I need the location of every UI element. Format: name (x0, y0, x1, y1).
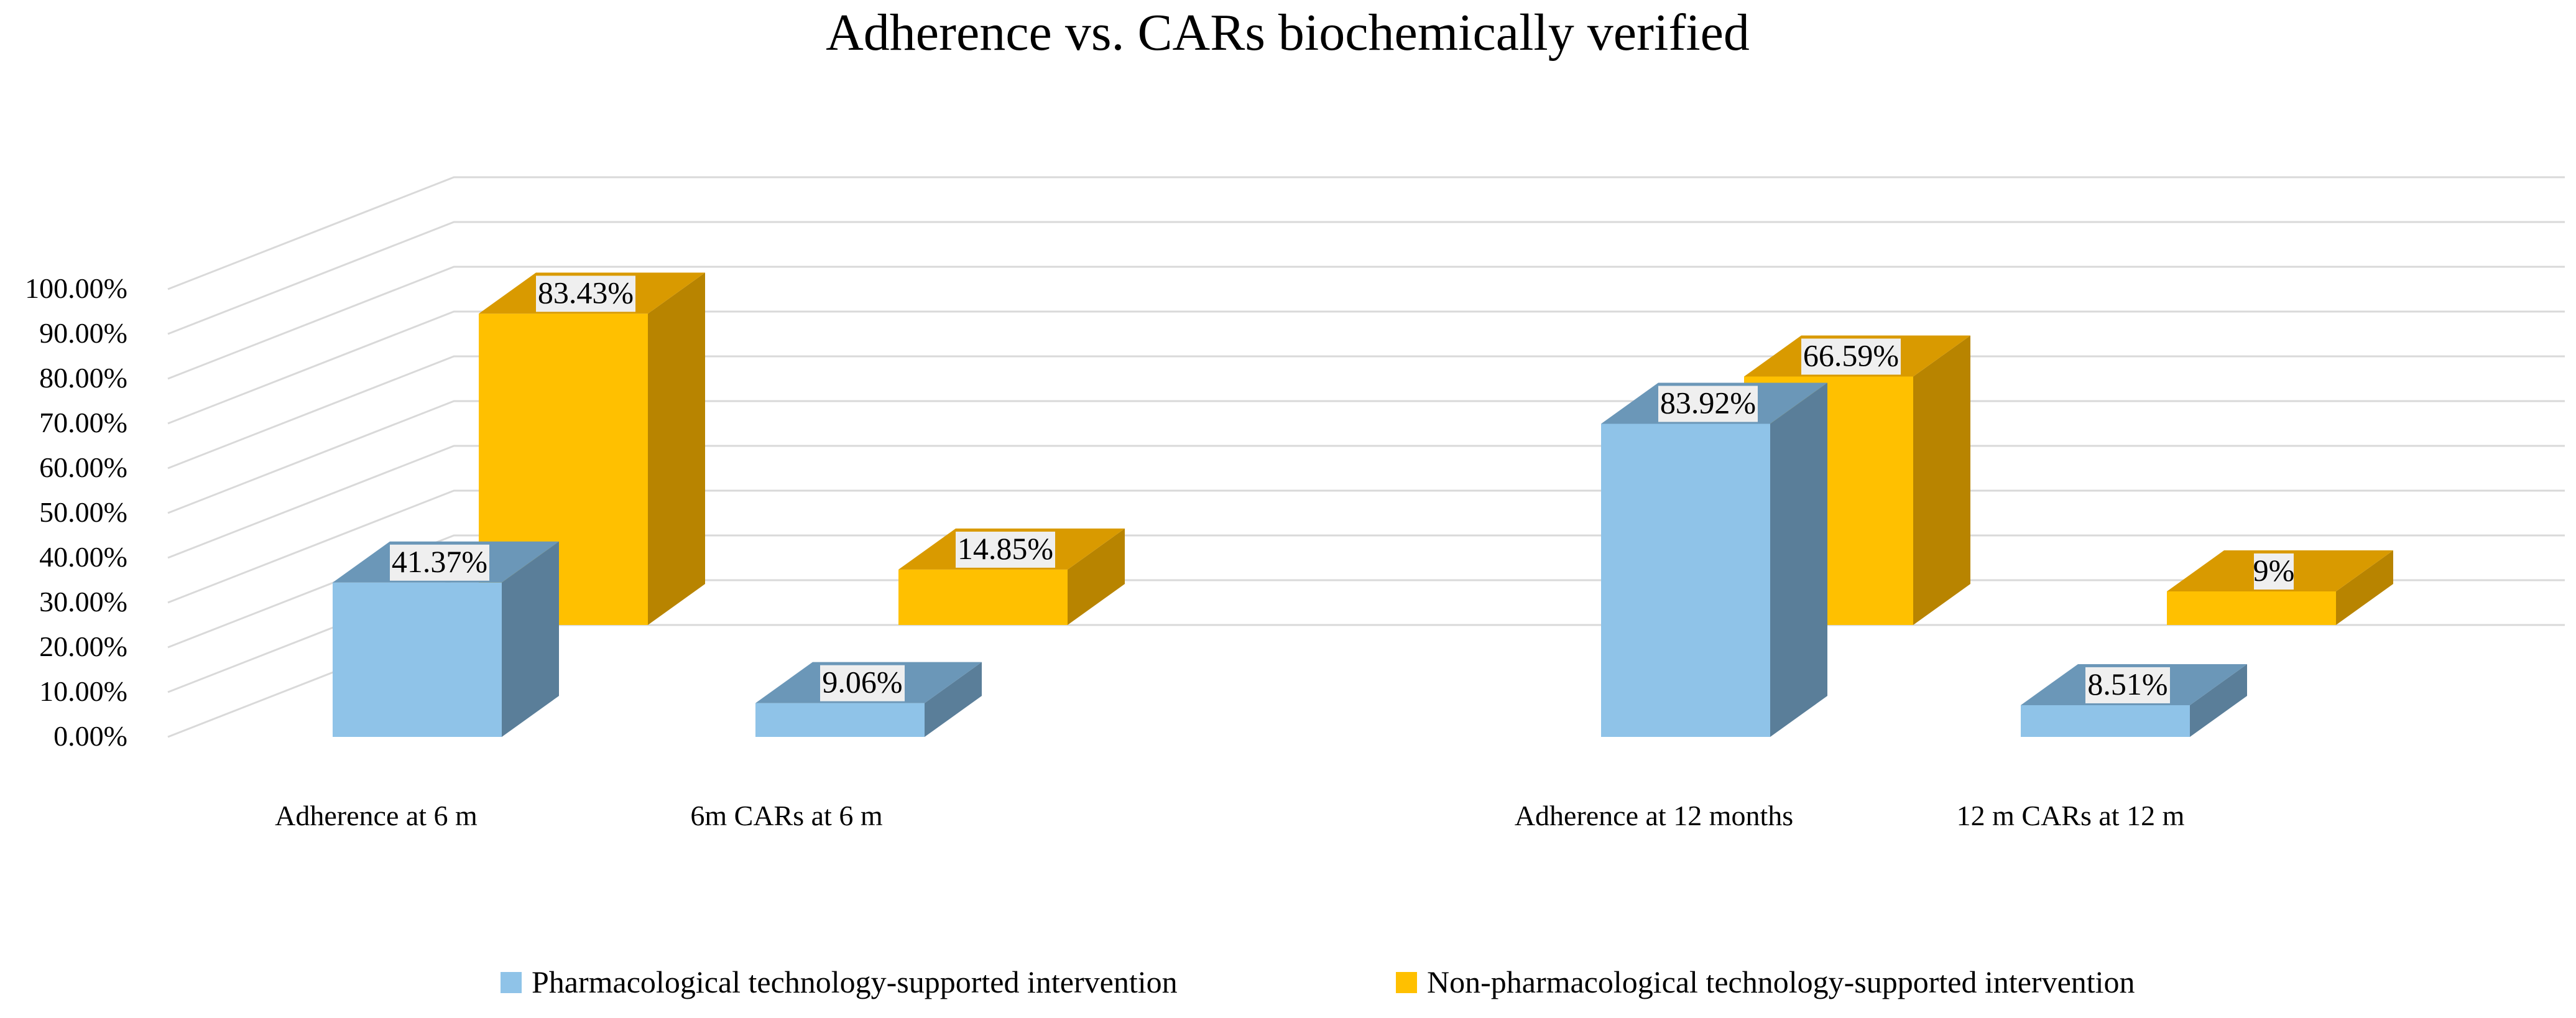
data-label-bg (820, 665, 905, 701)
data-label-text: 8.51% (2087, 667, 2167, 701)
data-label: 9% (2253, 553, 2295, 590)
bar-side (2190, 664, 2247, 737)
category-label: Adherence at 6 m (275, 800, 478, 831)
bar-front (2167, 591, 2336, 625)
bar-front (1601, 423, 1770, 737)
category-label: 6m CARs at 6 m (690, 800, 882, 831)
y-tick-label: 90.00% (39, 317, 127, 349)
y-tick-label: 70.00% (39, 407, 127, 438)
data-label: 8.51% (2085, 667, 2170, 703)
data-labels: 83.43% 14.85% 66.59% 9% 41.37% 9.06% 83.92% 8.5… (390, 275, 2294, 703)
y-tick-label: 60.00% (39, 451, 127, 483)
bar-side (1068, 528, 1125, 625)
y-tick-label: 50.00% (39, 496, 127, 528)
y-tick-label: 30.00% (39, 586, 127, 618)
gridline (167, 221, 2565, 335)
category-label: 12 m CARs at 12 m (1957, 800, 2185, 831)
data-label-text: 83.43% (538, 275, 634, 310)
data-label-bg (2085, 667, 2170, 703)
legend-swatch (1396, 972, 1417, 993)
gridline (167, 176, 2565, 290)
data-label-bg (956, 531, 1055, 568)
bar-front (333, 582, 502, 737)
data-label: 9.06% (820, 665, 905, 701)
legend-swatch (501, 972, 522, 993)
data-label: 83.43% (536, 275, 635, 312)
bar-side (1913, 335, 1970, 625)
bar-front (755, 703, 925, 737)
y-tick-label: 100.00% (25, 272, 127, 304)
category-label: Adherence at 12 months (1515, 800, 1793, 831)
bar (333, 541, 559, 737)
legend-item: Pharmacological technology-supported int… (501, 965, 1178, 999)
data-label-text: 9% (2253, 553, 2295, 588)
x-axis-categories: Adherence at 6 m 6m CARs at 6 m Adherence … (275, 800, 2184, 831)
data-label-bg (390, 544, 489, 581)
data-label-bg (536, 275, 635, 312)
data-label-text: 83.92% (1660, 385, 1756, 420)
data-label: 41.37% (390, 544, 489, 581)
gridlines (167, 176, 2565, 738)
y-tick-label: 10.00% (39, 675, 127, 707)
bar-side (648, 272, 705, 625)
y-tick-label: 80.00% (39, 362, 127, 394)
data-label-bg (1658, 386, 1758, 422)
gridline (167, 266, 2565, 380)
y-tick-label: 20.00% (39, 631, 127, 662)
data-label-text: 41.37% (392, 544, 487, 579)
legend-label: Non-pharmacological technology-supported… (1427, 965, 2135, 999)
chart-title: Adherence vs. CARs biochemically verifie… (826, 4, 1750, 62)
data-label-bg (2254, 553, 2294, 590)
data-label: 66.59% (1801, 338, 1901, 375)
gridline (167, 310, 2565, 425)
bar-side (1770, 382, 1827, 737)
bar-side (2336, 550, 2393, 625)
y-tick-label: 0.00% (53, 720, 127, 752)
legend: Pharmacological technology-supported int… (501, 965, 2135, 999)
legend-label: Pharmacological technology-supported int… (532, 965, 1178, 999)
bar (1601, 382, 1827, 737)
data-label: 83.92% (1658, 385, 1758, 422)
y-tick-label: 40.00% (39, 541, 127, 573)
bar-side (925, 662, 982, 737)
data-label-text: 14.85% (958, 531, 1053, 566)
data-label-bg (1801, 338, 1901, 375)
data-label: 14.85% (956, 531, 1055, 568)
legend-item: Non-pharmacological technology-supported… (1396, 965, 2135, 999)
bar-front (898, 569, 1068, 625)
y-axis-ticks: 0.00% 10.00% 20.00% 30.00% 40.00% 50.00% 60.00… (25, 272, 127, 752)
data-label-text: 66.59% (1803, 338, 1899, 372)
bars (333, 272, 2393, 737)
bar-side (502, 541, 559, 737)
bar-front (2021, 705, 2190, 737)
data-label-text: 9.06% (822, 665, 902, 700)
